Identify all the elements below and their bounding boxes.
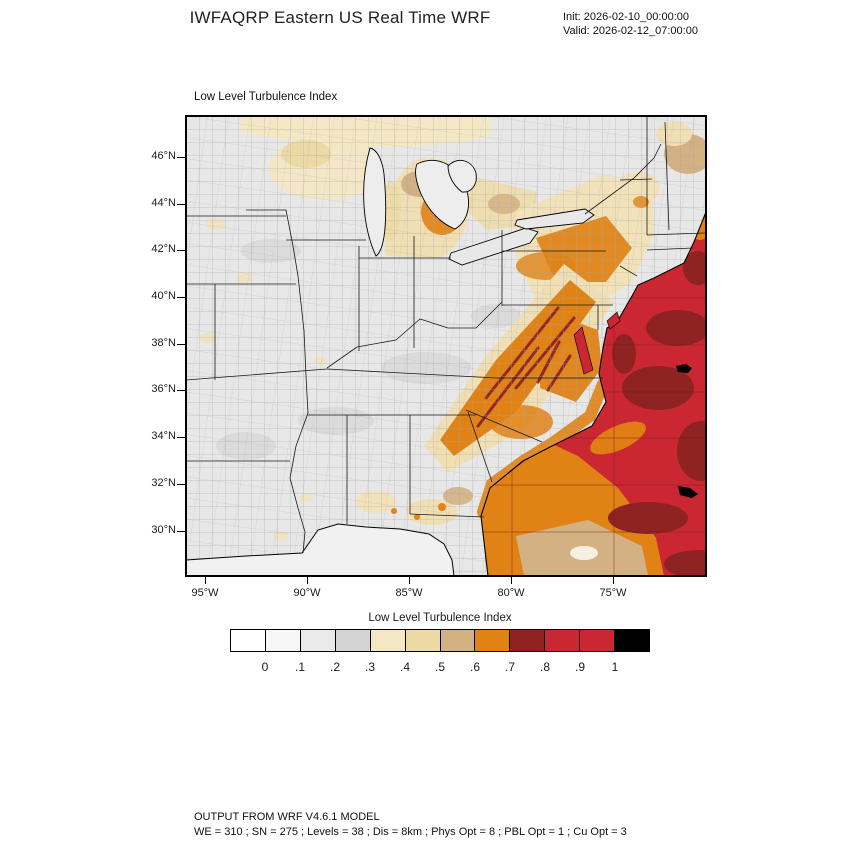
lat-tick-mark: [177, 204, 185, 205]
lat-tick-label: 40°N: [151, 290, 176, 302]
colorbar-tick-label: 0: [261, 660, 269, 674]
field-title: Low Level Turbulence Index: [194, 91, 338, 103]
colorbar-tick-label: .1: [294, 660, 305, 674]
lon-tick-label: 80°W: [497, 587, 525, 599]
colorbar-cell: [440, 630, 476, 651]
lat-tick-label: 36°N: [151, 383, 176, 395]
map-canvas: [186, 116, 706, 576]
delaware-bay: [606, 311, 621, 330]
valid-timestamp: Valid: 2026-02-12_07:00:00: [563, 25, 698, 37]
lat-tick-label: 46°N: [151, 150, 176, 162]
colorbar-cell: [475, 630, 511, 651]
lat-tick-label: 32°N: [151, 477, 176, 489]
state-borders: [186, 116, 706, 554]
colorbar-cell: [300, 630, 336, 651]
lat-tick-mark: [177, 531, 185, 532]
atlantic-coastline: [480, 211, 706, 576]
lat-tick-mark: [177, 157, 185, 158]
gulf-coastline: [186, 523, 455, 576]
lat-tick-label: 34°N: [151, 430, 176, 442]
colorbar-tick-label: 1: [611, 660, 619, 674]
colorbar-cell: [405, 630, 441, 651]
great-lakes: [363, 147, 595, 266]
lon-tick-mark: [409, 577, 410, 584]
colorbar-tick-label: .5: [434, 660, 445, 674]
colorbar-tick-label: .9: [574, 660, 585, 674]
colorbar-cell: [545, 630, 581, 651]
lat-tick-label: 44°N: [151, 197, 176, 209]
lon-tick-mark: [205, 577, 206, 584]
colorbar-cell: [335, 630, 371, 651]
lat-tick-label: 38°N: [151, 337, 176, 349]
lat-tick-mark: [177, 484, 185, 485]
footer-model-line: OUTPUT FROM WRF V4.6.1 MODEL: [194, 811, 380, 823]
colorbar: [230, 629, 650, 652]
page-title: IWFAQRP Eastern US Real Time WRF: [189, 8, 491, 27]
lat-tick-mark: [177, 297, 185, 298]
lon-tick-label: 90°W: [293, 587, 321, 599]
colorbar-title: Low Level Turbulence Index: [368, 612, 512, 624]
lat-tick-mark: [177, 437, 185, 438]
lat-tick-mark: [177, 344, 185, 345]
run-info: Init: 2026-02-10_00:00:00 Valid: 2026-02…: [563, 10, 698, 38]
footer-config-line: WE = 310 ; SN = 275 ; Levels = 38 ; Dis …: [194, 826, 627, 838]
lat-tick-mark: [177, 250, 185, 251]
lon-tick-label: 95°W: [191, 587, 219, 599]
colorbar-tick-label: .2: [329, 660, 340, 674]
colorbar-cell: [615, 630, 650, 651]
lon-tick-mark: [613, 577, 614, 584]
colorbar-cell: [231, 630, 266, 651]
colorbar-cell: [370, 630, 406, 651]
colorbar-cell: [580, 630, 616, 651]
colorbar-tick-label: .8: [539, 660, 550, 674]
lat-tick-label: 30°N: [151, 524, 176, 536]
init-timestamp: Init: 2026-02-10_00:00:00: [563, 11, 689, 23]
gulf-water: [186, 524, 454, 576]
lat-tick-label: 42°N: [151, 243, 176, 255]
map-border: [186, 116, 706, 576]
model-footer: OUTPUT FROM WRF V4.6.1 MODEL WE = 310 ; …: [194, 810, 627, 840]
colorbar-tick-label: .3: [364, 660, 375, 674]
lon-tick-mark: [307, 577, 308, 584]
map-frame: [185, 115, 707, 577]
chesapeake-bay: [573, 326, 594, 375]
lon-tick-mark: [511, 577, 512, 584]
colorbar-tick-label: .6: [469, 660, 480, 674]
lat-tick-mark: [177, 390, 185, 391]
colorbar-tick-label: .7: [504, 660, 515, 674]
colorbar-cell: [265, 630, 301, 651]
colorbar-tick-label: .4: [399, 660, 410, 674]
lon-tick-label: 85°W: [395, 587, 423, 599]
colorbar-cell: [510, 630, 546, 651]
lon-tick-label: 75°W: [599, 587, 627, 599]
